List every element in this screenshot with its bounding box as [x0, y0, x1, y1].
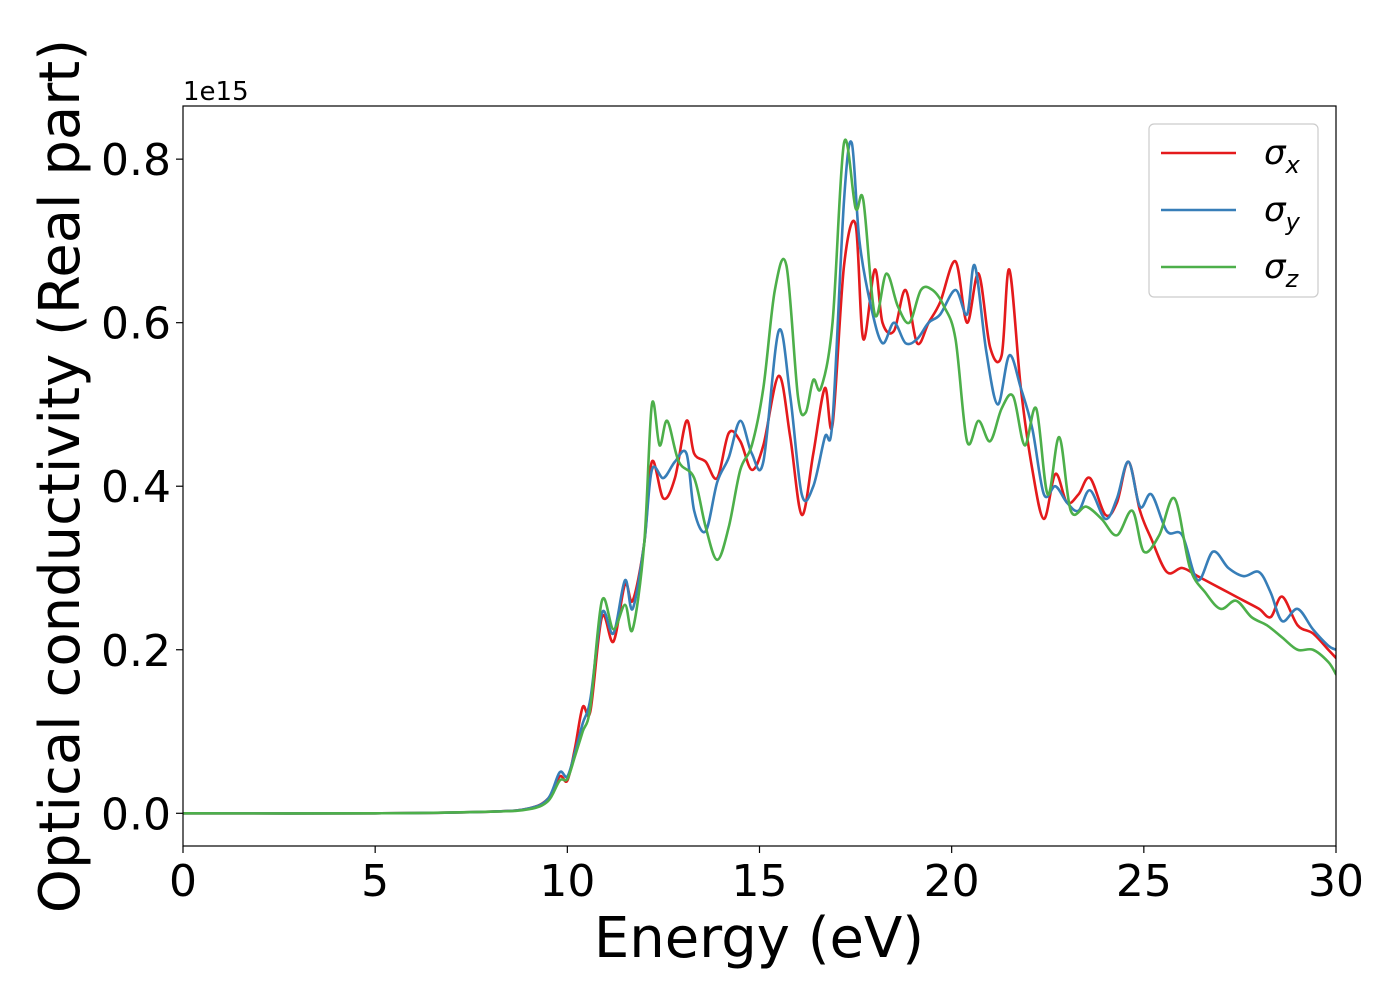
- y-tick-label: 0.2: [101, 626, 171, 677]
- x-tick-label: 15: [732, 856, 788, 907]
- x-tick-label: 5: [361, 856, 389, 907]
- y-tick-label: 0.4: [101, 462, 171, 513]
- x-tick-label: 0: [169, 856, 197, 907]
- series-layer: [183, 138, 1336, 815]
- x-axis-ticks: 0 5 10 15 20 25 30: [169, 846, 1364, 907]
- series-line-y: [183, 140, 1336, 815]
- y-axis-ticks: 0.0 0.2 0.4 0.6 0.8: [101, 135, 183, 840]
- series-line-z: [183, 138, 1336, 815]
- y-tick-label: 0.0: [101, 789, 171, 840]
- x-tick-label: 20: [924, 856, 980, 907]
- y-offset-label: 1e15: [183, 77, 249, 107]
- x-tick-label: 30: [1308, 856, 1364, 907]
- y-tick-label: 0.6: [101, 299, 171, 350]
- x-tick-label: 10: [539, 856, 595, 907]
- plot-area-background: [183, 106, 1336, 846]
- x-tick-label: 25: [1116, 856, 1172, 907]
- y-axis-title: Optical conductivity (Real part): [28, 39, 93, 913]
- x-axis-title: Energy (eV): [594, 906, 924, 971]
- y-tick-label: 0.8: [101, 135, 171, 186]
